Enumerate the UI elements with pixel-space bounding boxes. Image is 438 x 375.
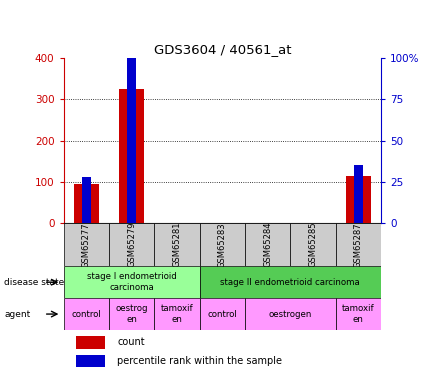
Text: count: count	[117, 338, 145, 347]
Bar	[290, 223, 336, 266]
Bar	[200, 223, 245, 266]
Bar	[64, 298, 109, 330]
Text: tamoxif
en: tamoxif en	[161, 304, 193, 324]
Text: GSM65284: GSM65284	[263, 222, 272, 267]
Text: disease state: disease state	[4, 278, 65, 286]
Text: GSM65283: GSM65283	[218, 222, 227, 267]
Bar	[76, 355, 105, 367]
Bar	[200, 298, 245, 330]
Text: control: control	[208, 310, 237, 319]
Bar	[346, 176, 371, 223]
Bar	[336, 223, 381, 266]
Text: stage I endometrioid
carcinoma: stage I endometrioid carcinoma	[87, 273, 177, 292]
Bar	[109, 223, 154, 266]
Title: GDS3604 / 40561_at: GDS3604 / 40561_at	[154, 43, 291, 56]
Text: GSM65277: GSM65277	[82, 222, 91, 267]
Text: stage II endometrioid carcinoma: stage II endometrioid carcinoma	[220, 278, 360, 286]
Bar	[74, 184, 99, 223]
Text: control: control	[71, 310, 101, 319]
Text: oestrog
en: oestrog en	[115, 304, 148, 324]
Text: GSM65279: GSM65279	[127, 222, 136, 267]
Bar	[245, 223, 290, 266]
Bar	[127, 58, 136, 223]
Bar	[64, 266, 200, 298]
Bar	[245, 298, 336, 330]
Bar	[154, 223, 200, 266]
Bar	[109, 298, 154, 330]
Bar	[119, 89, 144, 223]
Text: tamoxif
en: tamoxif en	[342, 304, 374, 324]
Bar	[336, 298, 381, 330]
Bar	[81, 177, 91, 223]
Text: agent: agent	[4, 310, 31, 319]
Bar	[76, 336, 105, 349]
Text: percentile rank within the sample: percentile rank within the sample	[117, 356, 283, 366]
Text: GSM65287: GSM65287	[354, 222, 363, 267]
Bar	[154, 298, 200, 330]
Text: GSM65285: GSM65285	[308, 222, 318, 267]
Text: oestrogen: oestrogen	[268, 310, 312, 319]
Bar	[354, 165, 363, 223]
Bar	[64, 223, 109, 266]
Bar	[200, 266, 381, 298]
Text: GSM65281: GSM65281	[173, 222, 181, 267]
